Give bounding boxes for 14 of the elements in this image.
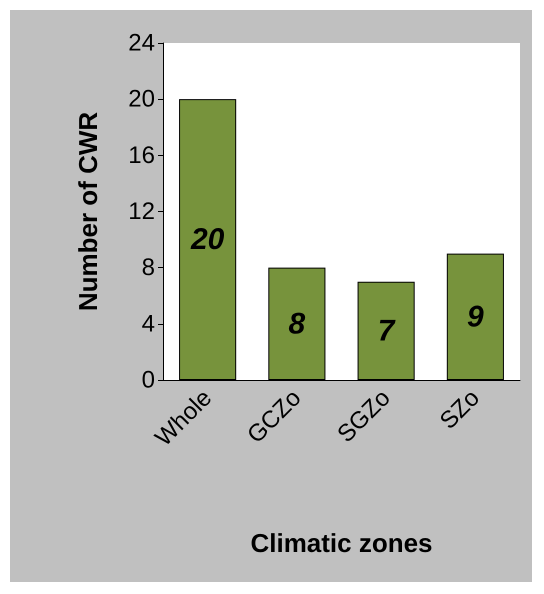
y-tick-label: 0 [142, 366, 155, 394]
y-tick-label: 20 [128, 86, 155, 113]
y-tick-label: 16 [128, 142, 155, 169]
y-tick-label: 4 [142, 310, 155, 338]
y-tick-label: 24 [128, 30, 155, 56]
data-label: 8 [288, 307, 306, 340]
data-label: 7 [378, 314, 396, 348]
data-label: 20 [190, 223, 225, 256]
y-tick-label: 12 [128, 198, 155, 225]
data-label: 9 [467, 300, 484, 334]
y-tick-label: 8 [142, 254, 155, 282]
y-axis-title: Number of CWR [73, 112, 103, 312]
x-axis-title: Climatic zones [250, 528, 433, 558]
x-tick-label: SZo [434, 384, 485, 435]
